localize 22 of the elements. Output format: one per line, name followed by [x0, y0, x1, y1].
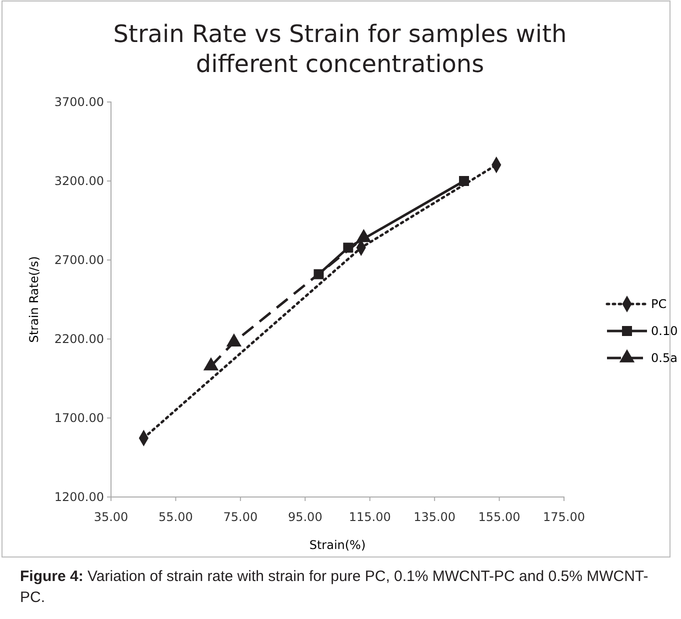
x-tick-label: 155.00: [478, 510, 520, 524]
chart-title: Strain Rate vs Strain for samples with different concentrations: [113, 20, 567, 78]
x-tick-label: 35.00: [94, 510, 128, 524]
x-axis-title: Strain(%): [309, 538, 366, 552]
y-tick-label: 1700.00: [54, 410, 104, 425]
x-tick-label: 135.00: [414, 510, 456, 524]
legend-label: 0.10: [651, 324, 678, 338]
text: Figure 4: Variation of strain rate with strain for pure PC, 0.1% MWCNT-PC and 0.5% MWCNT-PC.: [20, 568, 648, 606]
y-axis-title: Strain Rate(/s): [27, 256, 41, 343]
x-tick-label: 115.00: [348, 510, 391, 524]
legend-label: 0.5a: [651, 351, 678, 366]
y-tick-label: 3700.00: [54, 94, 104, 109]
x-tick-label: 55.00: [158, 510, 193, 524]
x-tick-label: 95.00: [288, 510, 322, 524]
y-tick-label: 2200.00: [54, 332, 104, 346]
y-tick-label: 2700.00: [54, 252, 104, 267]
point: [459, 176, 470, 186]
legend-label: PC: [651, 297, 667, 312]
x-tick-label: 175.00: [543, 510, 585, 524]
y-tick-label: 3200.00: [54, 174, 104, 188]
x-tick-label: 75.00: [223, 510, 258, 524]
y-tick-label: 1200.00: [54, 490, 104, 504]
